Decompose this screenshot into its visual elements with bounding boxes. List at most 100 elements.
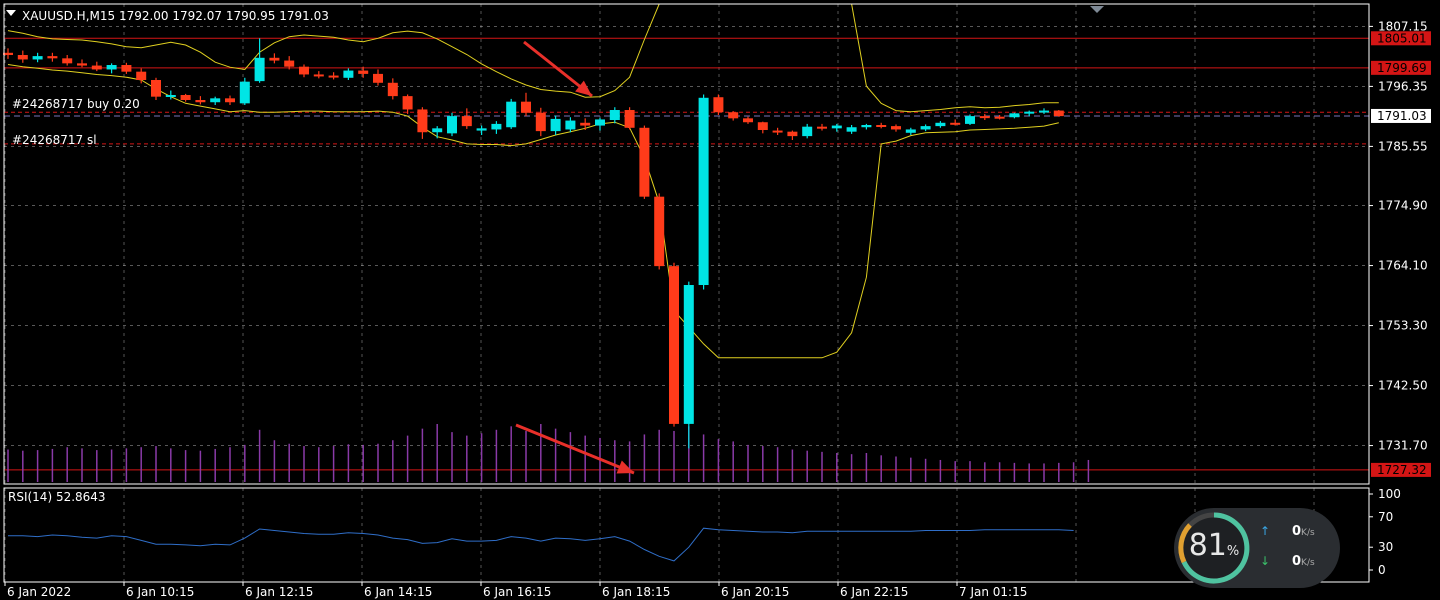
rsi-tick-0: 100 [1378, 487, 1401, 501]
candle-body-18 [269, 57, 280, 61]
candle-36 [535, 107, 546, 137]
arrow-bottom-head [616, 460, 634, 474]
candle-body-22 [328, 75, 339, 78]
candle-body-31 [461, 116, 472, 127]
candle-22 [328, 72, 339, 80]
price-tick-7: 1731.70 [1378, 439, 1428, 453]
rsi-tick-3: 0 [1378, 563, 1386, 577]
candle-body-39 [580, 122, 591, 126]
candle-59 [876, 122, 887, 129]
candle-body-68 [1009, 113, 1020, 118]
candle-body-57 [846, 127, 857, 132]
candle-body-44 [654, 196, 665, 267]
candle-body-11 [165, 95, 176, 98]
candle-body-6 [91, 65, 102, 70]
candle-10 [151, 77, 161, 101]
candle-body-40 [595, 119, 605, 126]
candle-19 [284, 56, 295, 70]
candle-53 [787, 130, 798, 141]
candle-body-43 [639, 127, 650, 197]
speed-widget[interactable]: 81% ↑ 0K/s ↓ 0K/s [1174, 508, 1340, 588]
candle-body-50 [743, 118, 753, 123]
candle-body-70 [1039, 110, 1049, 113]
candle-body-10 [151, 80, 161, 97]
candle-70 [1039, 108, 1049, 114]
candle-5 [77, 59, 87, 68]
collapse-triangle-icon [6, 10, 16, 16]
arrow-top-head [575, 80, 592, 96]
candle-body-12 [180, 95, 191, 101]
order-sl-label[interactable]: #24268717 sl [12, 133, 97, 147]
time-tick-7: 6 Jan 22:15 [840, 585, 908, 599]
candle-6 [91, 61, 102, 72]
candle-54 [802, 123, 813, 139]
candle-46 [683, 281, 694, 449]
candle-body-5 [77, 63, 87, 66]
candle-30 [447, 112, 457, 137]
candle-body-0 [3, 52, 13, 56]
rsi-tick-2: 30 [1378, 540, 1393, 554]
candle-49 [728, 111, 739, 121]
candle-34 [506, 98, 517, 129]
candle-61 [905, 127, 916, 136]
candle-44 [654, 193, 665, 270]
price-tick-2: 1785.55 [1378, 139, 1428, 153]
candle-body-65 [965, 116, 975, 124]
candle-body-71 [1053, 110, 1064, 117]
candle-8 [121, 62, 132, 74]
candle-51 [757, 121, 768, 134]
candle-body-25 [373, 73, 383, 83]
candle-11 [165, 90, 176, 100]
candle-body-14 [210, 98, 221, 103]
candle-3 [47, 52, 58, 62]
candle-body-37 [550, 118, 561, 132]
candle-body-64 [950, 122, 961, 125]
gauge-number: 81 [1188, 528, 1227, 563]
candle-65 [965, 114, 975, 126]
candle-18 [269, 53, 280, 64]
candle-body-33 [491, 123, 502, 130]
candle-68 [1009, 112, 1020, 119]
candle-body-2 [32, 56, 43, 60]
candle-52 [772, 127, 783, 136]
shift-marker-icon [1090, 6, 1104, 13]
time-tick-0: 6 Jan 2022 [7, 585, 71, 599]
candle-body-30 [447, 116, 457, 134]
time-tick-4: 6 Jan 16:15 [483, 585, 551, 599]
candle-63 [935, 121, 946, 128]
candles[interactable] [3, 38, 1064, 449]
order-buy-label[interactable]: #24268717 buy 0.20 [12, 97, 140, 111]
gauge-ring [1178, 512, 1250, 584]
candle-body-7 [106, 65, 117, 70]
candle-20 [299, 64, 309, 78]
candle-body-60 [891, 126, 901, 130]
candle-body-3 [47, 56, 58, 59]
candle-14 [210, 96, 221, 106]
candle-body-35 [521, 101, 531, 113]
candle-body-41 [609, 110, 620, 121]
candle-41 [609, 107, 620, 124]
candle-body-58 [861, 125, 872, 128]
candle-body-63 [935, 122, 946, 127]
price-tick-1: 1796.35 [1378, 79, 1428, 93]
candle-27 [402, 94, 413, 114]
level-tag-3: 1727.32 [1377, 463, 1427, 477]
price-tick-6: 1742.50 [1378, 379, 1428, 393]
price-tick-3: 1774.90 [1378, 199, 1428, 213]
candle-body-48 [713, 97, 724, 113]
candle-body-8 [121, 65, 132, 72]
candle-4 [62, 55, 73, 66]
level-tag-1: 1799.69 [1377, 61, 1427, 75]
candle-body-34 [506, 101, 517, 128]
candle-32 [476, 125, 487, 136]
candle-body-36 [535, 112, 546, 132]
candle-28 [417, 107, 428, 139]
candle-23 [343, 68, 354, 81]
candle-body-13 [195, 100, 206, 103]
candle-body-53 [787, 131, 798, 137]
candle-47 [698, 94, 709, 290]
candle-body-61 [905, 129, 916, 133]
candle-43 [639, 125, 650, 199]
candle-body-54 [802, 126, 813, 137]
